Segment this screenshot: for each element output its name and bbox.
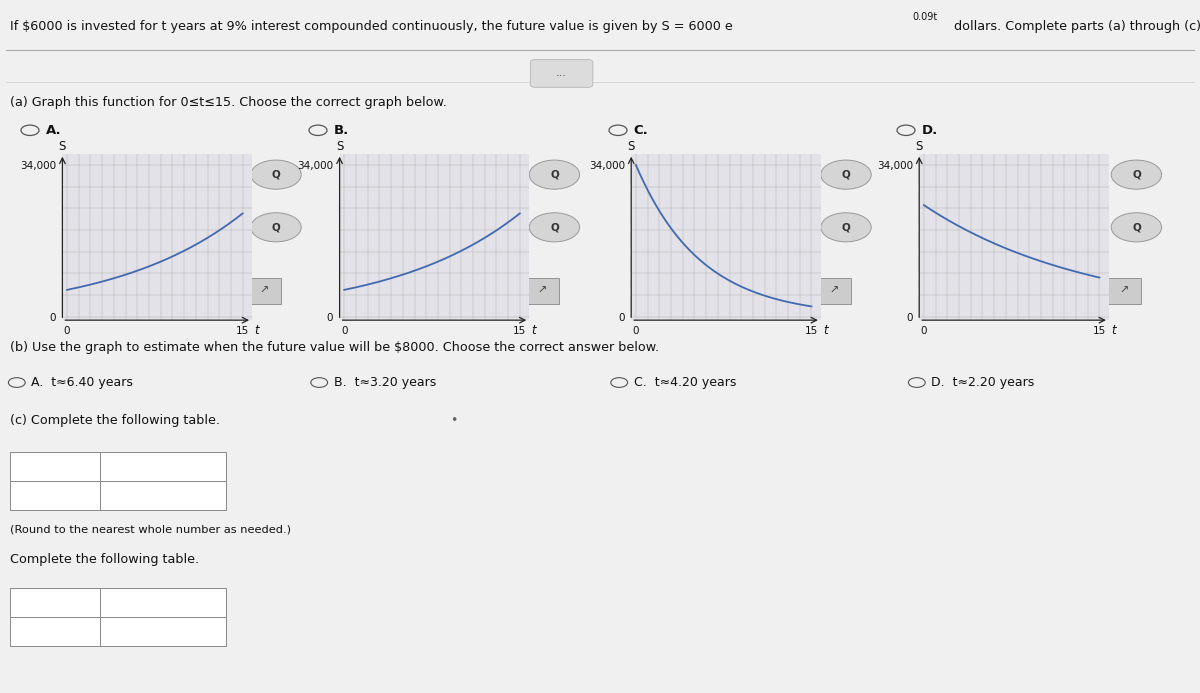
Text: Q: Q — [841, 222, 851, 232]
Text: S ($): S ($) — [149, 462, 176, 471]
Text: D.: D. — [922, 124, 938, 137]
Bar — [100, 617, 226, 646]
Text: Q: Q — [271, 170, 281, 179]
Text: Q: Q — [841, 170, 851, 179]
Text: Q: Q — [550, 222, 559, 232]
Circle shape — [821, 160, 871, 189]
Circle shape — [251, 213, 301, 242]
Text: S ($): S ($) — [149, 597, 176, 607]
Bar — [10, 452, 100, 481]
Text: Q: Q — [550, 170, 559, 179]
Text: ↗: ↗ — [829, 286, 839, 296]
Circle shape — [1111, 213, 1162, 242]
Text: S: S — [59, 140, 66, 153]
FancyBboxPatch shape — [817, 278, 851, 304]
Text: •: • — [450, 414, 457, 427]
Text: (b) Use the graph to estimate when the future value will be $8000. Choose the co: (b) Use the graph to estimate when the f… — [10, 342, 659, 354]
Bar — [10, 588, 100, 617]
Text: Q: Q — [1132, 222, 1141, 232]
Text: 21,152.53: 21,152.53 — [133, 491, 192, 500]
Bar — [100, 481, 226, 510]
Text: 10: 10 — [47, 626, 62, 636]
Text: t: t — [532, 324, 536, 337]
Bar — [100, 588, 226, 617]
Text: 0.09t: 0.09t — [912, 12, 938, 22]
Text: ↗: ↗ — [1120, 286, 1129, 296]
Text: (c) Complete the following table.: (c) Complete the following table. — [10, 414, 220, 427]
Text: t: t — [1111, 324, 1116, 337]
Circle shape — [529, 160, 580, 189]
Text: If $6000 is invested for t years at 9% interest compounded continuously, the fut: If $6000 is invested for t years at 9% i… — [10, 20, 732, 33]
Text: dollars. Complete parts (a) through (c).: dollars. Complete parts (a) through (c). — [950, 20, 1200, 33]
Text: Q: Q — [1132, 170, 1141, 179]
Text: ↗: ↗ — [538, 286, 547, 296]
Text: A.  t≈6.40 years: A. t≈6.40 years — [31, 376, 133, 389]
Text: C.: C. — [634, 124, 648, 137]
Text: S: S — [916, 140, 923, 153]
Circle shape — [821, 213, 871, 242]
FancyBboxPatch shape — [526, 278, 559, 304]
Text: D.  t≈2.20 years: D. t≈2.20 years — [931, 376, 1034, 389]
Text: Q: Q — [271, 222, 281, 232]
FancyBboxPatch shape — [1108, 278, 1141, 304]
Text: S: S — [628, 140, 635, 153]
FancyBboxPatch shape — [247, 278, 281, 304]
Text: B.  t≈3.20 years: B. t≈3.20 years — [334, 376, 436, 389]
Text: ↗: ↗ — [259, 286, 269, 296]
Circle shape — [251, 160, 301, 189]
Text: B.: B. — [334, 124, 349, 137]
Text: Complete the following table.: Complete the following table. — [10, 554, 199, 566]
Text: t: t — [254, 324, 259, 337]
Text: (Round to the nearest whole number as needed.): (Round to the nearest whole number as ne… — [10, 525, 290, 534]
Text: C.  t≈4.20 years: C. t≈4.20 years — [634, 376, 736, 389]
Text: S: S — [336, 140, 343, 153]
Text: t: t — [823, 324, 828, 337]
Text: (a) Graph this function for 0≤t≤15. Choose the correct graph below.: (a) Graph this function for 0≤t≤15. Choo… — [10, 96, 446, 109]
Text: t (Year): t (Year) — [34, 462, 76, 471]
Circle shape — [1111, 160, 1162, 189]
FancyBboxPatch shape — [530, 60, 593, 87]
Bar — [100, 452, 226, 481]
Bar — [10, 617, 100, 646]
Text: t (Year): t (Year) — [34, 597, 76, 607]
Text: A.: A. — [46, 124, 61, 137]
Text: ...: ... — [556, 69, 568, 78]
Bar — [10, 481, 100, 510]
Circle shape — [529, 213, 580, 242]
